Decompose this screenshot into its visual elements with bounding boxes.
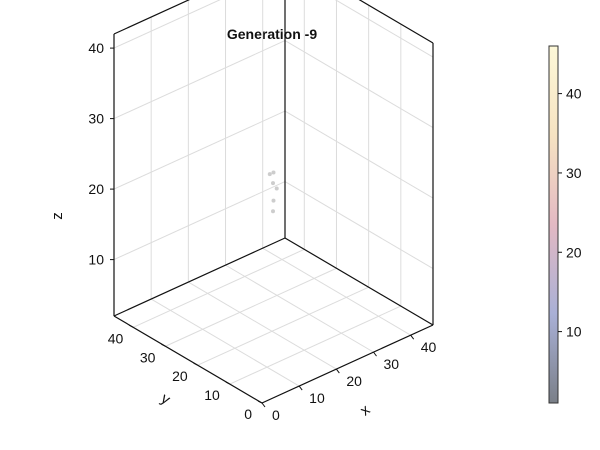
grid-line-wall-y-horizontal bbox=[113, 0, 221, 49]
wall-top-edge bbox=[358, 0, 434, 44]
axes-frame bbox=[113, 0, 434, 404]
x-axis-line bbox=[261, 324, 434, 404]
data-point bbox=[267, 172, 272, 177]
data-points bbox=[267, 170, 279, 214]
grid-line-floor-x bbox=[150, 298, 300, 387]
colorbar-gradient bbox=[548, 45, 559, 404]
grid-line-floor-x bbox=[225, 264, 374, 353]
y-tick-mark bbox=[129, 324, 134, 328]
x-tick-label: 40 bbox=[421, 339, 437, 355]
z-tick-label: 40 bbox=[88, 40, 104, 56]
data-point bbox=[271, 209, 275, 214]
x-tick-label: 20 bbox=[346, 373, 362, 389]
floor-edge bbox=[113, 237, 286, 317]
data-point bbox=[271, 181, 275, 186]
y-axis-label: y bbox=[158, 390, 174, 409]
x-tick-mark bbox=[335, 368, 340, 374]
x-tick-label: 0 bbox=[272, 407, 280, 423]
colorbar-tick-label: 40 bbox=[566, 86, 582, 102]
x-tick-label: 10 bbox=[309, 390, 325, 406]
z-axis-label: z bbox=[49, 212, 66, 220]
colorbar-tick-label: 10 bbox=[566, 324, 582, 340]
tick-labels: 0 10 20 30 40 0 10 20 30 40 10 20 30 40 bbox=[88, 40, 436, 423]
x-axis-label: x bbox=[357, 401, 374, 419]
chart-title: Generation -9 bbox=[227, 26, 317, 42]
y-tick-label: 20 bbox=[172, 368, 188, 384]
y-tick-mark bbox=[257, 400, 263, 404]
data-point bbox=[271, 170, 276, 175]
grid-line-floor-y bbox=[197, 286, 369, 366]
grid-line-wall-x-horizontal bbox=[284, 110, 434, 199]
grid-line-floor-y bbox=[229, 305, 402, 385]
y-tick-mark bbox=[225, 381, 231, 385]
grid-line-floor-x bbox=[188, 281, 337, 370]
z-tick-label: 20 bbox=[88, 181, 104, 197]
y-tick-label: 40 bbox=[108, 330, 124, 346]
x-tick-mark bbox=[373, 351, 377, 357]
grid-line-floor-y bbox=[133, 248, 305, 328]
x-tick-label: 30 bbox=[384, 356, 400, 372]
x-tick-mark bbox=[261, 402, 266, 408]
grid-line-wall-y-horizontal bbox=[113, 40, 286, 120]
grid-line-wall-x-horizontal bbox=[284, 181, 434, 270]
colorbar-tick-label: 30 bbox=[566, 165, 582, 181]
grid-line-wall-x-horizontal bbox=[284, 40, 434, 129]
y-tick-mark bbox=[193, 362, 198, 366]
grid-line-wall-y-horizontal bbox=[113, 110, 286, 190]
grid-line-wall-y-horizontal bbox=[113, 181, 286, 261]
z-tick-label: 30 bbox=[88, 111, 104, 127]
data-point bbox=[271, 198, 276, 203]
x-tick-mark bbox=[410, 334, 415, 340]
grid-line-floor-y bbox=[165, 267, 337, 347]
y-tick-mark bbox=[161, 343, 166, 347]
y-tick-label: 10 bbox=[204, 387, 220, 403]
x-tick-mark bbox=[298, 385, 303, 391]
grid-line-wall-x-horizontal bbox=[334, 0, 434, 58]
z-tick-label: 10 bbox=[88, 252, 104, 268]
wall-top-edge bbox=[113, 0, 190, 35]
y-tick-label: 30 bbox=[140, 349, 156, 365]
y-axis-line bbox=[113, 315, 263, 404]
floor-edge bbox=[284, 237, 434, 326]
colorbar: 10 20 30 40 bbox=[548, 45, 582, 404]
y-tick-label: 0 bbox=[244, 406, 252, 422]
data-point bbox=[274, 186, 279, 191]
colorbar-tick-label: 20 bbox=[566, 244, 582, 260]
grid-line-floor-x bbox=[262, 247, 411, 336]
